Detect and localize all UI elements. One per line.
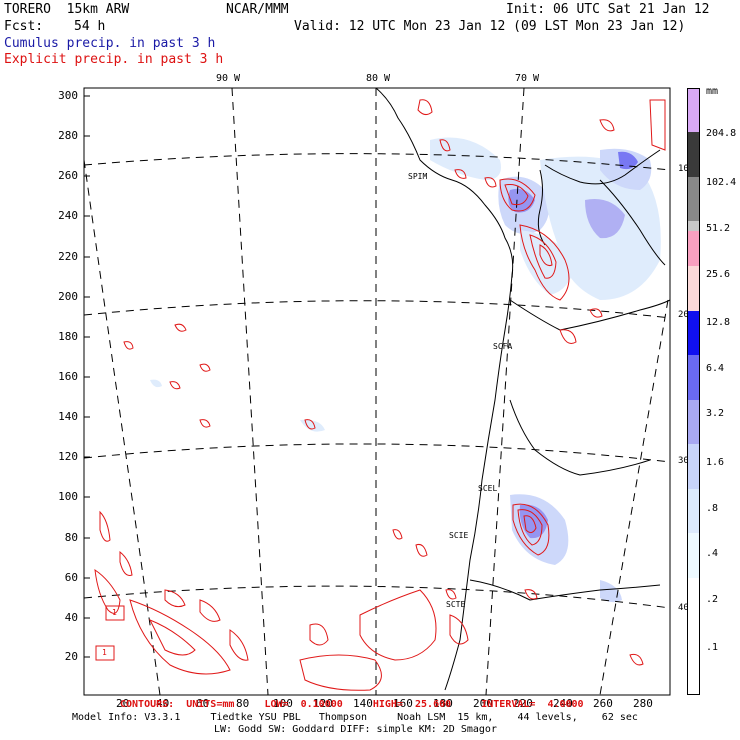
box-label: 1 (102, 648, 107, 657)
legend-value: .8 (706, 503, 719, 514)
station-label: SCFA (493, 342, 513, 351)
legend-swatch (687, 533, 699, 578)
legend-value: 3.2 (706, 408, 725, 419)
y-tick: 140 (58, 410, 78, 423)
y-tick: 80 (64, 531, 78, 544)
legend-swatch (687, 132, 699, 177)
x-tick: 100 (273, 697, 293, 710)
legend-value: .4 (706, 548, 719, 559)
explicit-precip-contours (94, 99, 666, 691)
x-tick: 200 (473, 697, 493, 710)
legend-value: .1 (706, 642, 719, 653)
y-tick: 280 (58, 129, 78, 142)
legend-value: .2 (706, 594, 719, 605)
x-tick: 180 (433, 697, 453, 710)
legend-swatch (687, 231, 699, 266)
y-tick: 220 (58, 250, 78, 263)
legend-swatch (687, 400, 699, 444)
x-tick: 120 (313, 697, 333, 710)
fcst-label: Fcst: (4, 19, 44, 34)
station-label: SCTE (446, 600, 466, 609)
init-time: Init: 06 UTC Sat 21 Jan 12 (506, 2, 710, 17)
station-label: SCIE (449, 531, 469, 540)
valid-time: Valid: 12 UTC Mon 23 Jan 12 (09 LST Mon … (294, 19, 686, 34)
legend-value: 1.6 (706, 457, 725, 468)
legend-units: mm (706, 86, 719, 97)
y-tick: 160 (58, 370, 78, 383)
cumulus-field-label: Cumulus precip. in past 3 h (4, 36, 216, 51)
x-tick: 240 (553, 697, 573, 710)
y-tick: 60 (64, 571, 78, 584)
legend-value: 12.8 (706, 317, 731, 328)
legend-value: 51.2 (706, 223, 731, 234)
coastline (375, 87, 671, 691)
station-label: SCEL (478, 484, 498, 493)
legend-value: 102.4 (706, 177, 737, 188)
legend-swatch (687, 444, 699, 489)
legend-swatch (687, 88, 699, 132)
y-tick: 300 (58, 89, 78, 102)
legend-frame (687, 88, 700, 695)
x-tick: 220 (513, 697, 533, 710)
model-title: TORERO 15km ARW (4, 2, 130, 17)
x-tick: 260 (593, 697, 613, 710)
legend-value: 204.8 (706, 128, 737, 139)
legend-swatch (687, 489, 699, 533)
legend-value: 25.6 (706, 269, 731, 280)
legend-swatch (687, 578, 699, 694)
legend-swatch (687, 355, 699, 400)
lon-label-70w: 70 W (515, 73, 540, 84)
model-info-line2: LW: Godd SW: Goddard DIFF: simple KM: 2D… (214, 724, 497, 735)
x-tick: 160 (393, 697, 413, 710)
y-tick: 240 (58, 209, 78, 222)
x-tick: 140 (353, 697, 373, 710)
x-tick: 40 (156, 697, 170, 710)
y-tick: 20 (64, 650, 78, 663)
lat-lon-grid (83, 87, 671, 696)
legend-swatch (687, 177, 699, 221)
map-frame (83, 87, 671, 696)
y-tick: 40 (64, 611, 78, 624)
legend-swatch (687, 311, 699, 355)
contour-info: CONTOURS: UNITS=mm LOW= 0.10000 HIGH= 25… (120, 699, 584, 710)
station-label: SPIM (408, 172, 428, 181)
y-tick: 180 (58, 330, 78, 343)
y-tick: 120 (58, 450, 78, 463)
y-tick: 100 (58, 490, 78, 503)
x-tick: 60 (196, 697, 210, 710)
legend-swatch (687, 221, 699, 231)
y-tick: 200 (58, 290, 78, 303)
lon-label-80w: 80 W (366, 73, 391, 84)
center-name: NCAR/MMM (226, 2, 289, 17)
x-tick: 280 (633, 697, 653, 710)
lon-label-90w: 90 W (216, 73, 241, 84)
box-label: 1 (112, 608, 117, 617)
explicit-field-label: Explicit precip. in past 3 h (4, 52, 224, 67)
y-tick: 260 (58, 169, 78, 182)
model-info-line1: Model Info: V3.3.1 Tiedtke YSU PBL Thomp… (72, 712, 638, 723)
cumulus-precip-shading (150, 137, 661, 603)
fcst-hours: 54 h (74, 19, 106, 34)
legend-value: 6.4 (706, 363, 725, 374)
x-tick: 20 (116, 697, 130, 710)
legend-swatch (687, 266, 699, 311)
x-tick: 80 (236, 697, 250, 710)
